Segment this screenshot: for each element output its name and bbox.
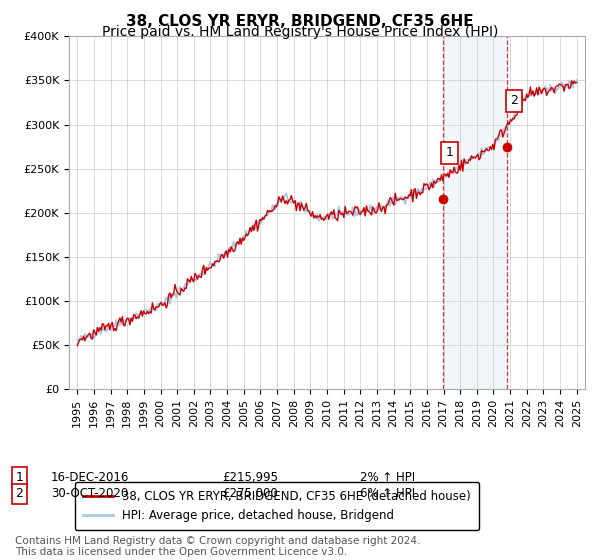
Text: 1: 1 bbox=[446, 146, 454, 160]
Text: Price paid vs. HM Land Registry's House Price Index (HPI): Price paid vs. HM Land Registry's House … bbox=[102, 25, 498, 39]
Text: 1: 1 bbox=[15, 470, 23, 484]
Text: 16-DEC-2016: 16-DEC-2016 bbox=[51, 470, 130, 484]
Text: 6% ↑ HPI: 6% ↑ HPI bbox=[360, 487, 415, 501]
Bar bbox=[443, 36, 507, 389]
Legend: 38, CLOS YR ERYR, BRIDGEND, CF35 6HE (detached house), HPI: Average price, detac: 38, CLOS YR ERYR, BRIDGEND, CF35 6HE (de… bbox=[75, 482, 479, 530]
Text: £275,000: £275,000 bbox=[222, 487, 278, 501]
Text: Contains HM Land Registry data © Crown copyright and database right 2024.
This d: Contains HM Land Registry data © Crown c… bbox=[15, 535, 421, 557]
Text: 2: 2 bbox=[510, 94, 518, 108]
Text: 2% ↑ HPI: 2% ↑ HPI bbox=[360, 470, 415, 484]
Text: 30-OCT-2020: 30-OCT-2020 bbox=[51, 487, 128, 501]
Text: 38, CLOS YR ERYR, BRIDGEND, CF35 6HE: 38, CLOS YR ERYR, BRIDGEND, CF35 6HE bbox=[126, 14, 474, 29]
Text: £215,995: £215,995 bbox=[222, 470, 278, 484]
Text: 2: 2 bbox=[15, 487, 23, 501]
